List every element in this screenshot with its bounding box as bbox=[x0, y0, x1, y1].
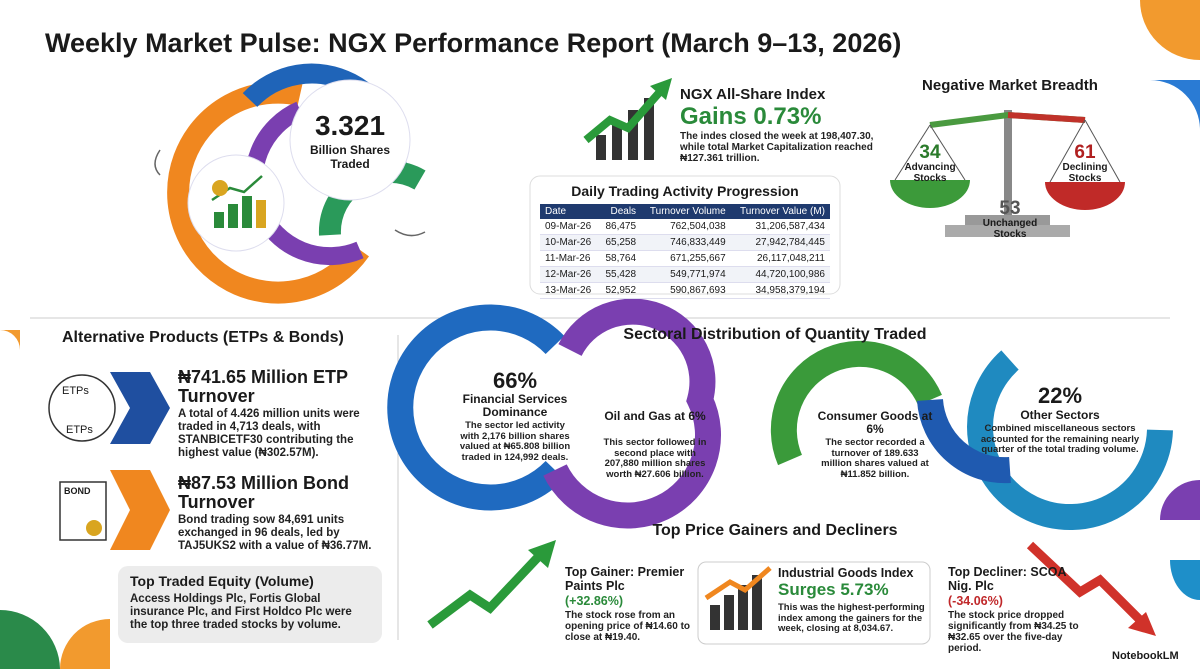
decliner-text: The stock price dropped significantly fr… bbox=[948, 610, 1079, 654]
declining-label: Declining Stocks bbox=[1062, 162, 1108, 184]
table-row: 13-Mar-26 52,952 590,867,693 34,958,379,194 bbox=[540, 282, 830, 299]
table-cell: 31,206,587,434 bbox=[730, 219, 830, 235]
etp-text: A total of 4.426 million units were trad… bbox=[178, 408, 360, 459]
table-cell: 58,764 bbox=[598, 250, 642, 267]
etp-icon-bottom: ETPs bbox=[66, 424, 93, 436]
sector-value: 66% bbox=[492, 368, 538, 393]
table-cell: 671,255,667 bbox=[641, 250, 731, 267]
equity-title: Top Traded Equity (Volume) bbox=[130, 573, 314, 589]
table-cell: 86,475 bbox=[598, 219, 642, 235]
decliner-heading: Top Decliner: SCOA Nig. Plc bbox=[948, 565, 1067, 593]
breadth-title: Negative Market Breadth bbox=[922, 77, 1098, 94]
shares-value: 3.321 bbox=[314, 110, 386, 141]
unchanged-label: Unchanged Stocks bbox=[982, 218, 1038, 240]
index-headline: Gains 0.73% bbox=[680, 103, 822, 130]
advancing-label: Advancing Stocks bbox=[904, 162, 956, 184]
table-cell: 52,952 bbox=[598, 282, 642, 299]
sector-heading: Oil and Gas at 6% bbox=[604, 409, 706, 423]
sector-text: Combined miscellaneous sectors accounted… bbox=[980, 423, 1140, 455]
sector-heading: Consumer Goods at 6% bbox=[817, 409, 933, 436]
table-cell: 590,867,693 bbox=[641, 282, 731, 299]
table-row: 12-Mar-26 55,428 549,771,974 44,720,100,986 bbox=[540, 266, 830, 283]
table-cell: 09-Mar-26 bbox=[540, 219, 599, 235]
unchanged-value: 53 bbox=[999, 198, 1021, 219]
table-wrap: Date Deals Turnover Volume Turnover Value (… bbox=[540, 204, 830, 299]
table-cell: 746,833,449 bbox=[641, 234, 731, 251]
advancing-value: 34 bbox=[919, 142, 941, 163]
bond-icon: BOND bbox=[64, 486, 91, 496]
table-cell: 10-Mar-26 bbox=[540, 234, 599, 251]
index-text: The indes closed the week at 198,407.30,… bbox=[680, 131, 874, 164]
sector-heading: Other Sectors bbox=[1020, 408, 1100, 422]
trading-table: Date Deals Turnover Volume Turnover Value (… bbox=[540, 204, 830, 299]
table-cell: 55,428 bbox=[598, 266, 642, 283]
shares-label: Billion Shares Traded bbox=[309, 143, 391, 171]
brand: NotebookLM bbox=[1112, 650, 1179, 662]
sector-text: The sector led activity with 2,176 billi… bbox=[459, 420, 571, 463]
column-header: Turnover Volume bbox=[641, 204, 731, 219]
movers-title: Top Price Gainers and Decliners bbox=[652, 522, 898, 539]
etp-heading: ₦741.65 Million ETP Turnover bbox=[178, 367, 348, 406]
index-heading: NGX All-Share Index bbox=[680, 86, 826, 103]
gainer-heading: Top Gainer: Premier Paints Plc bbox=[565, 565, 685, 593]
table-cell: 13-Mar-26 bbox=[540, 282, 599, 299]
table-row: 10-Mar-26 65,258 746,833,449 27,942,784,445 bbox=[540, 234, 830, 251]
table-cell: 12-Mar-26 bbox=[540, 266, 599, 283]
sector-value: 22% bbox=[1037, 383, 1083, 408]
title: Weekly Market Pulse: NGX Performance Rep… bbox=[45, 28, 902, 58]
declining-value: 61 bbox=[1074, 142, 1096, 163]
column-header: Deals bbox=[598, 204, 642, 219]
index-gain-headline: Surges 5.73% bbox=[778, 580, 889, 599]
column-header: Date bbox=[540, 204, 599, 219]
table-cell: 65,258 bbox=[598, 234, 642, 251]
index-gain-heading: Industrial Goods Index bbox=[778, 566, 914, 580]
sector-text: This sector followed in second place wit… bbox=[603, 437, 707, 480]
table-row: 09-Mar-26 86,475 762,504,038 31,206,587,434 bbox=[540, 219, 830, 235]
decliner-change: (-34.06%) bbox=[948, 594, 1003, 608]
alternative-title: Alternative Products (ETPs & Bonds) bbox=[62, 329, 344, 346]
table-row: 11-Mar-26 58,764 671,255,667 26,117,048,211 bbox=[540, 250, 830, 267]
gainer-change: (+32.86%) bbox=[565, 594, 624, 608]
equity-text: Access Holdings Plc, Fortis Global insur… bbox=[130, 593, 352, 631]
table-cell: 34,958,379,194 bbox=[730, 282, 830, 299]
bond-heading: ₦87.53 Million Bond Turnover bbox=[178, 473, 350, 512]
index-gain-text: This was the highest-performing index am… bbox=[778, 602, 925, 634]
table-title: Daily Trading Activity Progression bbox=[571, 183, 799, 199]
sectors-title: Sectoral Distribution of Quantity Traded bbox=[623, 326, 927, 343]
table-cell: 44,720,100,986 bbox=[730, 266, 830, 283]
column-header: Turnover Value (M) bbox=[730, 204, 830, 219]
gainer-text: The stock rose from an opening price of … bbox=[565, 610, 691, 643]
table-cell: 762,504,038 bbox=[641, 219, 731, 235]
sector-text: The sector recorded a turnover of 189.63… bbox=[821, 437, 929, 480]
table-cell: 11-Mar-26 bbox=[540, 250, 599, 267]
table-cell: 549,771,974 bbox=[641, 266, 731, 283]
etp-icon-top: ETPs bbox=[62, 385, 89, 397]
sector-heading: Financial Services Dominance bbox=[462, 392, 568, 419]
table-cell: 27,942,784,445 bbox=[730, 234, 830, 251]
bond-text: Bond trading sow 84,691 units exchanged … bbox=[178, 514, 372, 552]
table-cell: 26,117,048,211 bbox=[730, 250, 830, 267]
